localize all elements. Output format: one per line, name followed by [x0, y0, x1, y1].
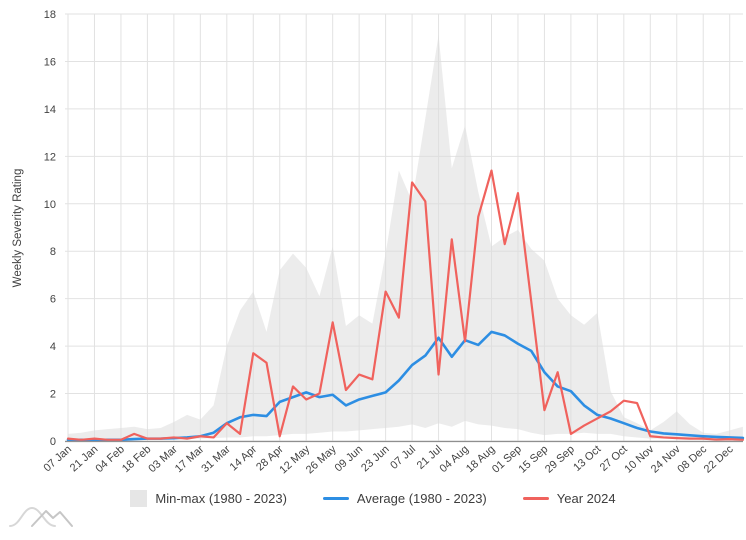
y-tick-label: 6: [50, 294, 56, 306]
y-axis-title: Weekly Severity Rating: [12, 169, 24, 288]
y-tick-label: 4: [50, 341, 56, 353]
x-tick-label: 04 Aug: [438, 443, 471, 475]
x-tick-label: 29 Sep: [543, 443, 577, 475]
year-line-swatch-icon: [522, 497, 549, 500]
y-tick-label: 18: [44, 9, 56, 21]
x-tick-label: 13 Oct: [571, 443, 603, 474]
y-tick-label: 2: [50, 389, 56, 401]
x-tick-label: 18 Feb: [120, 443, 153, 475]
x-tick-label: 07 Jan: [41, 443, 74, 474]
average-line-swatch-icon: [322, 497, 349, 500]
legend-item-average[interactable]: Average (1980 - 2023): [322, 491, 487, 506]
x-tick-label: 26 May: [304, 443, 339, 476]
legend-item-minmax[interactable]: Min-max (1980 - 2023): [130, 490, 287, 507]
y-tick-label: 8: [50, 246, 56, 258]
x-tick-label: 09 Jun: [333, 443, 366, 474]
minmax-band-swatch-icon: [130, 490, 148, 507]
chart-legend: Min-max (1980 - 2023) Average (1980 - 20…: [0, 490, 746, 507]
x-tick-label: 07 Jul: [388, 443, 418, 472]
x-tick-label: 14 Apr: [228, 443, 260, 473]
x-tick-label: 03 Mar: [146, 443, 180, 475]
y-tick-label: 0: [50, 436, 56, 448]
y-tick-label: 14: [44, 104, 56, 116]
legend-average-label: Average (1980 - 2023): [356, 491, 487, 506]
mountains-logo-icon: [9, 506, 73, 527]
x-tick-label: 23 Jun: [359, 443, 392, 474]
legend-item-year[interactable]: Year 2024: [522, 491, 616, 506]
x-tick-label: 17 Mar: [173, 443, 207, 475]
legend-minmax-label: Min-max (1980 - 2023): [155, 491, 287, 506]
year-2024-line: [66, 169, 745, 441]
y-tick-label: 10: [44, 199, 56, 211]
y-tick-label: 12: [44, 151, 56, 163]
minmax-band-area: [68, 35, 743, 441]
x-tick-label: 22 Dec: [702, 443, 736, 476]
legend-year-label: Year 2024: [556, 491, 616, 506]
x-tick-label: 04 Feb: [93, 443, 126, 475]
y-tick-label: 16: [44, 56, 56, 68]
x-tick-label: 31 Mar: [199, 443, 233, 475]
